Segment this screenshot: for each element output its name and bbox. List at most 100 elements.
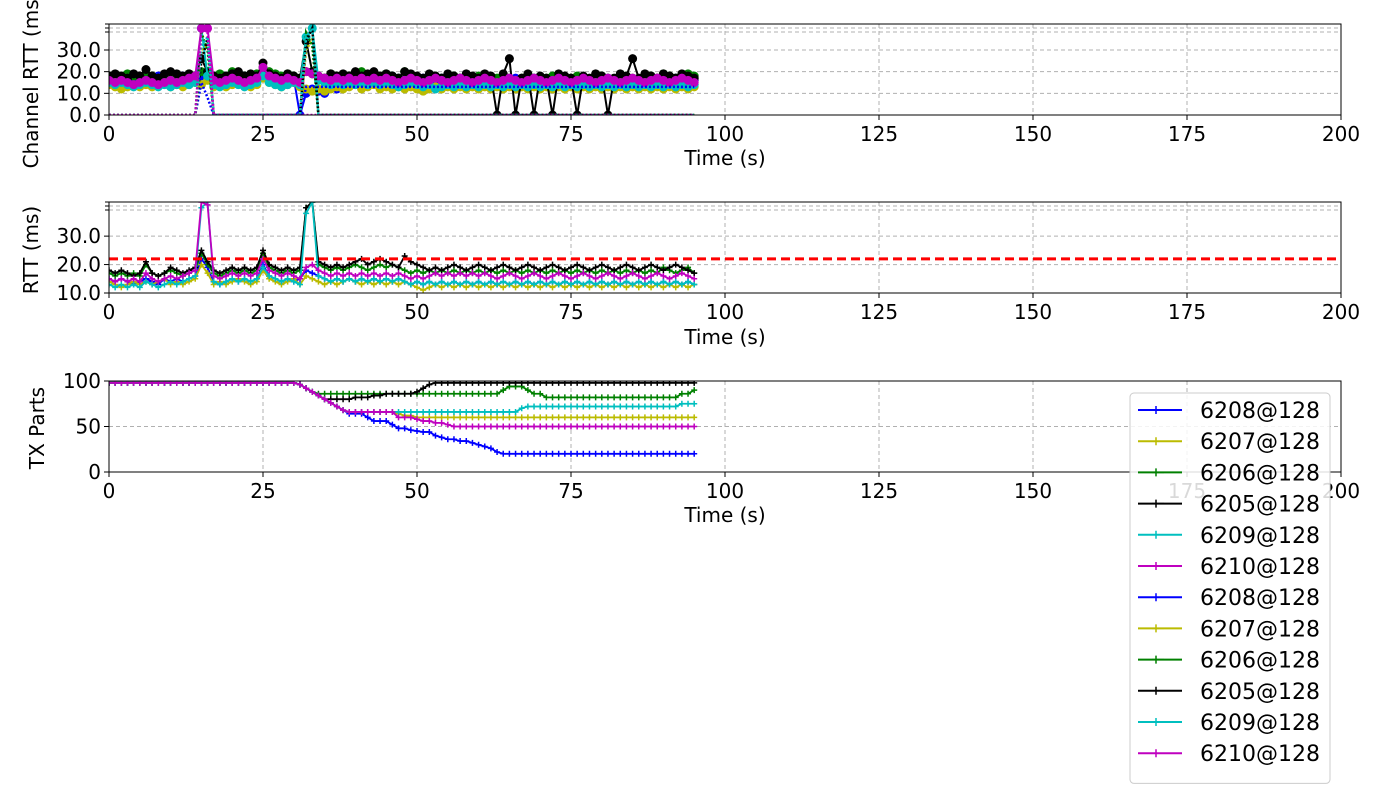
data-point (303, 204, 310, 211)
data-point (463, 390, 470, 397)
data-point (487, 272, 494, 279)
data-point (290, 278, 297, 285)
data-point (463, 381, 470, 386)
data-point (173, 275, 180, 282)
data-point (623, 278, 630, 285)
data-point (420, 270, 427, 277)
data-point (592, 381, 599, 386)
data-point (432, 281, 439, 288)
data-point (678, 400, 685, 407)
data-point (691, 275, 698, 282)
data-point (426, 428, 433, 435)
data-point (444, 408, 451, 415)
data-point (407, 414, 414, 421)
legend-marker (1152, 499, 1164, 508)
data-point (685, 381, 692, 386)
data-point (414, 278, 420, 285)
data-point (512, 408, 519, 415)
data-point (457, 408, 464, 415)
data-point (216, 281, 223, 288)
legend-marker (1152, 749, 1164, 758)
data-point (389, 278, 396, 285)
data-point (531, 403, 538, 410)
data-point (512, 272, 519, 279)
data-point (321, 390, 328, 397)
data-point (112, 270, 119, 277)
data-point (549, 284, 556, 291)
data-point (543, 270, 550, 277)
data-point (531, 381, 538, 386)
data-point (432, 264, 439, 271)
data-point (648, 261, 655, 268)
data-point (432, 414, 439, 421)
series-line-6 (109, 381, 695, 428)
data-point (309, 261, 316, 268)
data-point (678, 270, 685, 277)
data-point (358, 394, 365, 401)
data-point (592, 450, 599, 457)
data-point (149, 381, 156, 386)
plot-frame (108, 380, 1342, 473)
data-point (333, 275, 340, 282)
data-point (623, 450, 630, 457)
data-point (543, 381, 550, 386)
data-point (266, 267, 273, 274)
data-point (543, 403, 550, 410)
data-point (555, 450, 562, 457)
data-point (629, 414, 636, 421)
legend-label: 6208@128 (1200, 586, 1320, 611)
data-point (629, 264, 636, 271)
data-point (463, 408, 470, 415)
data-point (635, 423, 642, 430)
data-point (315, 272, 322, 279)
data-point (574, 394, 581, 401)
data-point (574, 403, 581, 410)
data-point (604, 394, 611, 401)
legend-item: 6206@128 (1138, 461, 1320, 486)
data-point (161, 281, 168, 288)
data-point (303, 210, 310, 217)
data-point (611, 394, 618, 401)
data-point (629, 394, 636, 401)
data-point (235, 267, 242, 274)
data-point (481, 264, 488, 271)
x-tick-label: 0 (103, 300, 116, 324)
data-point (617, 403, 624, 410)
data-point (518, 270, 525, 277)
data-point (469, 281, 476, 288)
x-tick-label: 175 (1168, 122, 1206, 146)
data-point (481, 423, 488, 430)
data-point (142, 381, 149, 386)
data-point (524, 272, 531, 279)
data-point (635, 450, 642, 457)
data-point (500, 408, 507, 415)
data-point (469, 439, 476, 446)
y-axis-label: TX Parts (25, 387, 49, 470)
data-point (377, 272, 384, 279)
y-tick-label: 20.0 (56, 60, 101, 84)
data-point (395, 264, 402, 271)
data-point (641, 450, 648, 457)
data-point (109, 275, 112, 282)
data-point (512, 284, 519, 291)
data-point (685, 400, 692, 407)
x-tick-label: 200 (1322, 300, 1360, 324)
data-point (617, 264, 624, 271)
data-point (604, 281, 611, 288)
data-point (512, 381, 519, 386)
data-point (574, 284, 581, 291)
data-point (654, 281, 661, 288)
legend-marker (1152, 624, 1164, 633)
data-point (247, 278, 254, 285)
data-point (463, 272, 470, 279)
data-point (303, 264, 310, 271)
x-axis-label: Time (s) (683, 325, 765, 349)
data-point (370, 258, 377, 265)
data-point (130, 281, 137, 288)
data-point (340, 407, 347, 414)
data-point (648, 403, 655, 410)
data-point (568, 270, 574, 277)
data-point (414, 388, 420, 395)
data-point (450, 408, 457, 415)
data-point (469, 381, 476, 386)
